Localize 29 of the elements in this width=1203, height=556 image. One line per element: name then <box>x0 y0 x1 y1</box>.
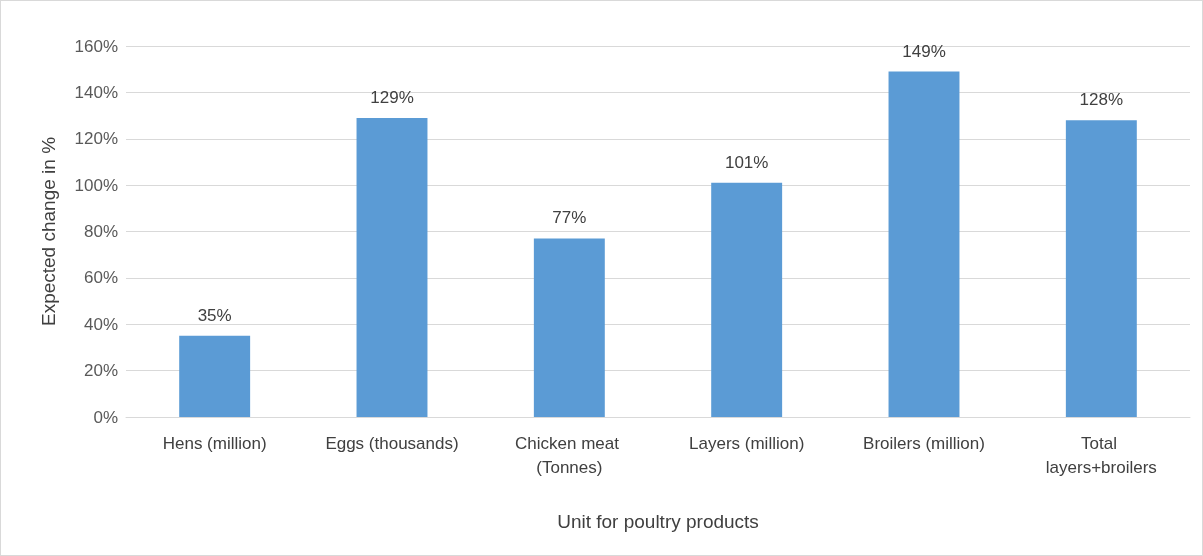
data-label: 129% <box>370 87 414 107</box>
y-tick-label: 40% <box>83 314 118 334</box>
y-tick-label: 80% <box>83 222 118 241</box>
data-label: 77% <box>552 208 587 228</box>
data-label: 149% <box>902 41 946 61</box>
y-tick-label: 0% <box>93 407 118 427</box>
y-tick-label: 20% <box>83 361 118 381</box>
bar <box>179 335 251 417</box>
data-label: 35% <box>197 305 232 325</box>
bar <box>356 117 428 417</box>
data-label: 101% <box>724 152 769 172</box>
y-tick-label: 60% <box>83 268 118 288</box>
x-axis-title: Unit for poultry products <box>557 511 759 532</box>
y-tick-label: 160% <box>74 36 118 56</box>
y-tick-label: 100% <box>74 175 118 195</box>
x-tick-label: Eggs (thousands) <box>325 433 459 453</box>
x-tick-label: Total layers+broilers <box>1045 433 1157 477</box>
x-tick-label: Layers (million) <box>689 433 805 453</box>
x-tick-label: Hens (million) <box>162 433 267 453</box>
bar <box>1065 120 1137 417</box>
bar <box>711 182 783 417</box>
y-tick-label: 140% <box>74 82 118 102</box>
x-tick-label: Chicken meat (Tonnes) <box>515 433 624 477</box>
bar <box>888 71 960 417</box>
y-tick-label: 120% <box>74 129 118 149</box>
y-axis-title: Expected change in % <box>38 136 59 327</box>
data-label: 128% <box>1079 90 1124 110</box>
bar <box>533 238 605 417</box>
x-tick-label: Broilers (million) <box>863 433 985 453</box>
